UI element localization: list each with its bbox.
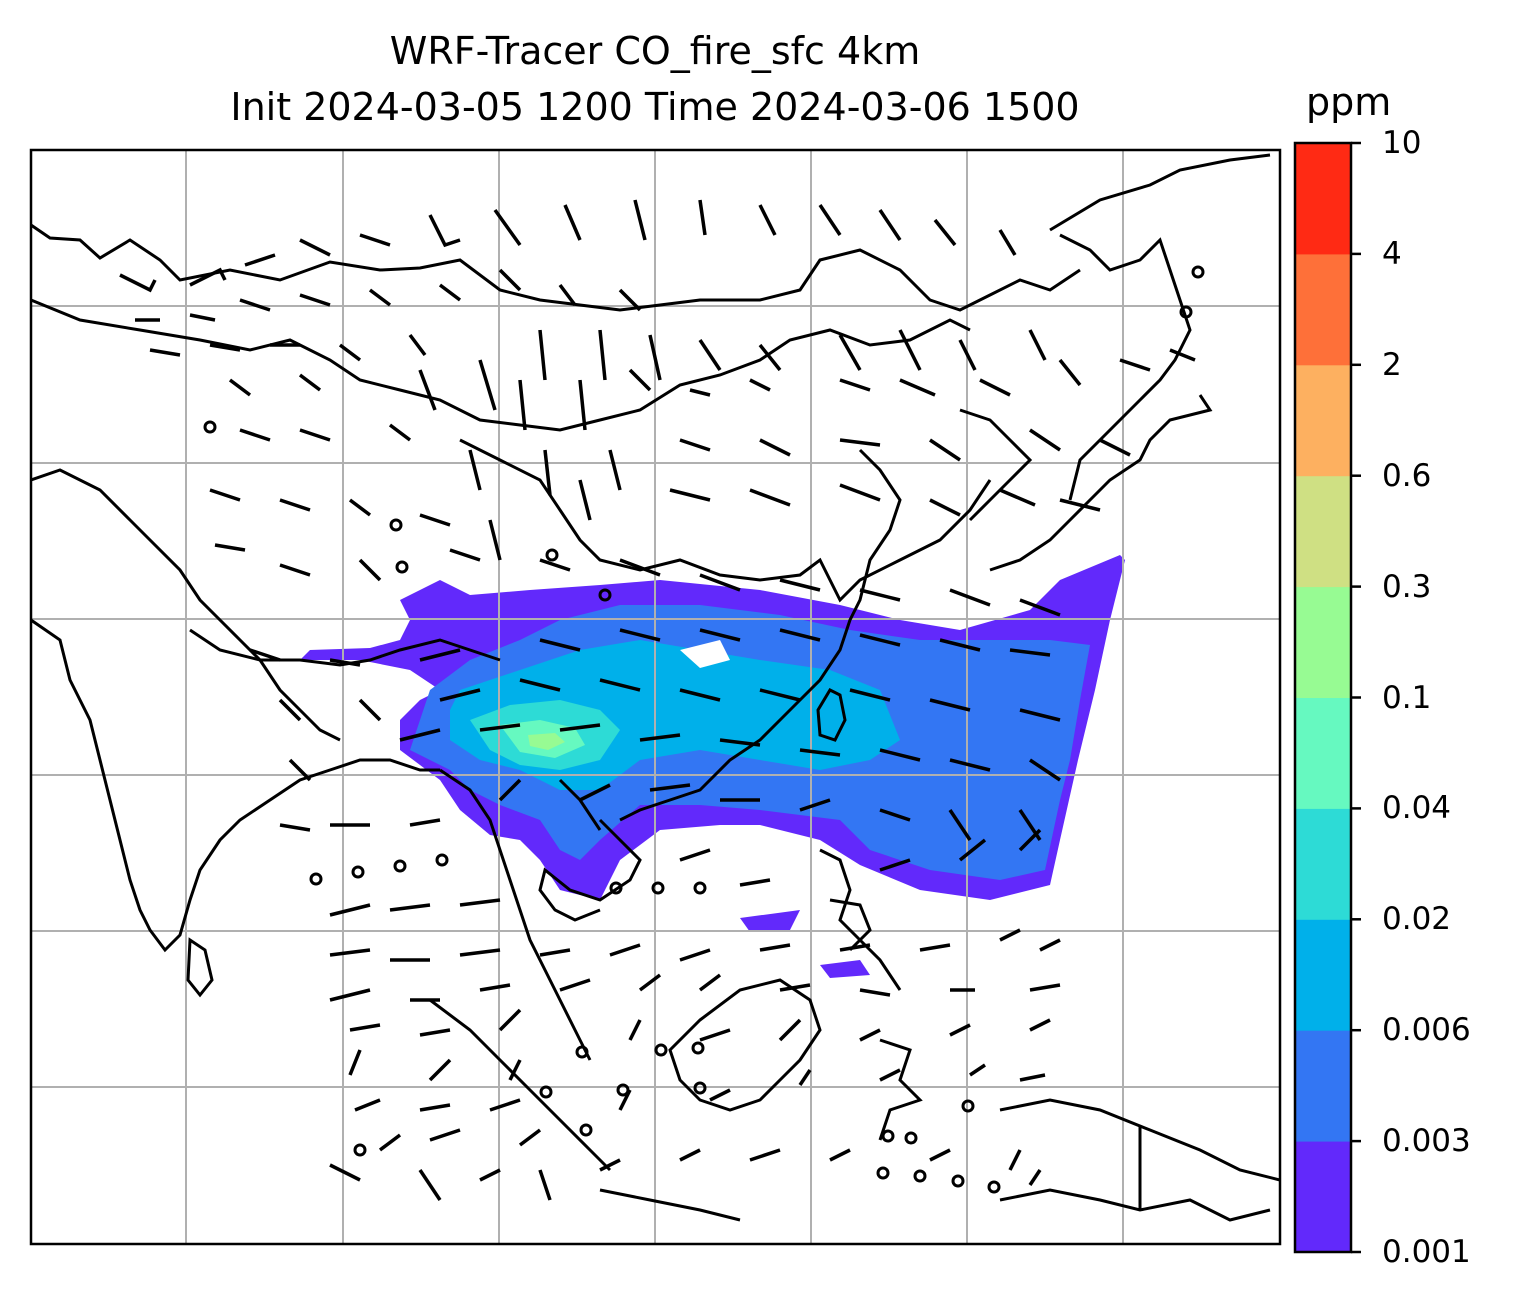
colorbar-segment bbox=[1295, 253, 1351, 366]
colorbar-segment bbox=[1295, 475, 1351, 588]
colorbar-tick-label: 2 bbox=[1382, 346, 1402, 383]
calm-wind-markers bbox=[203, 265, 1205, 1194]
colorbar-tick-label: 0.04 bbox=[1382, 790, 1452, 827]
plume-patch-south bbox=[740, 910, 800, 932]
colorbar-segment bbox=[1295, 697, 1351, 809]
plume-patch-south-2 bbox=[820, 960, 870, 978]
colorbar bbox=[1293, 141, 1361, 1254]
map-title-line1: WRF-Tracer CO_fire_sfc 4km bbox=[389, 29, 921, 73]
colorbar-segment bbox=[1295, 1141, 1351, 1253]
colorbar-tick-label: 0.3 bbox=[1382, 568, 1432, 605]
wind-barbs bbox=[119, 199, 1196, 1201]
colorbar-tick-label: 0.006 bbox=[1382, 1012, 1471, 1049]
colorbar-segment bbox=[1295, 808, 1351, 920]
map-title-line2: Init 2024-03-05 1200 Time 2024-03-06 150… bbox=[230, 85, 1080, 129]
map-frame bbox=[29, 148, 1282, 1246]
colorbar-segment bbox=[1295, 143, 1351, 255]
colorbar-tick-label: 0.02 bbox=[1382, 901, 1452, 938]
colorbar-tick-label: 0.6 bbox=[1382, 457, 1432, 494]
colorbar-tick-label: 0.003 bbox=[1382, 1123, 1471, 1160]
co-plume bbox=[300, 555, 1125, 978]
colorbar-tick-label: 4 bbox=[1382, 235, 1402, 272]
colorbar-segment bbox=[1295, 919, 1351, 1031]
colorbar-tick-label: 0.1 bbox=[1382, 679, 1432, 716]
colorbar-tick-label: 0.001 bbox=[1382, 1234, 1471, 1270]
colorbar-segment bbox=[1295, 586, 1351, 698]
colorbar-unit: ppm bbox=[1306, 80, 1392, 124]
colorbar-tick-label: 10 bbox=[1382, 125, 1422, 161]
plume-level-01 bbox=[528, 733, 565, 750]
coastlines bbox=[31, 153, 1280, 1222]
plume-gap bbox=[680, 640, 730, 668]
gridlines bbox=[31, 150, 1280, 1244]
colorbar-segment bbox=[1295, 1030, 1351, 1142]
colorbar-segment bbox=[1295, 364, 1351, 477]
